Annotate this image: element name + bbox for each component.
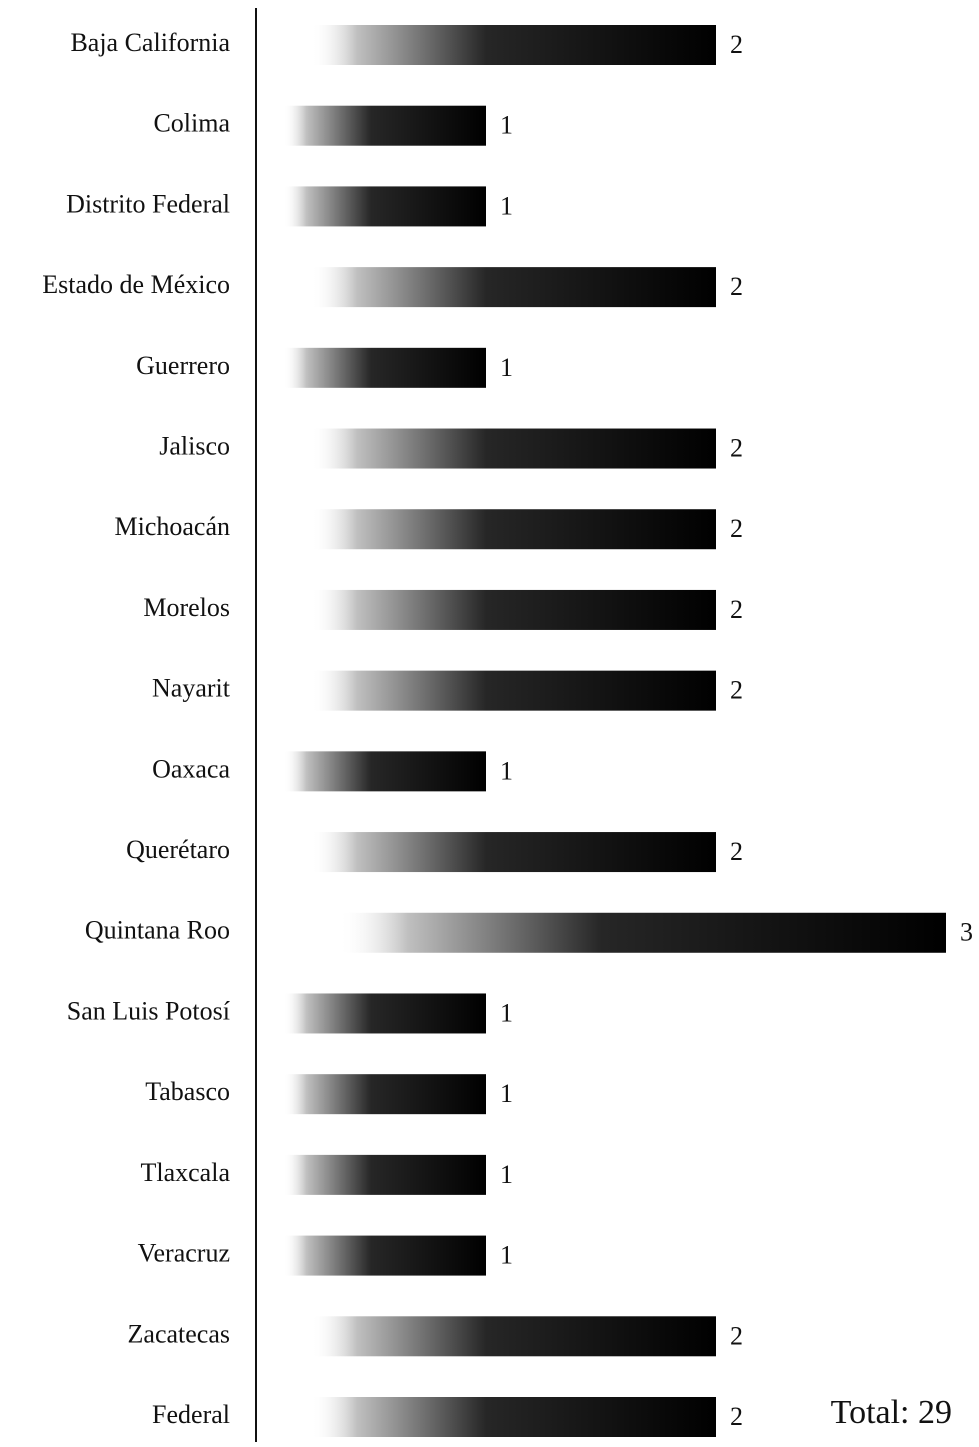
category-label: Federal <box>152 1400 230 1429</box>
bar <box>256 25 716 65</box>
value-label: 1 <box>500 756 513 785</box>
category-label: Nayarit <box>152 674 231 703</box>
category-label: Estado de México <box>42 270 230 299</box>
value-label: 2 <box>730 1402 743 1431</box>
value-label: 1 <box>500 1079 513 1108</box>
value-label: 2 <box>730 1321 743 1350</box>
value-label: 2 <box>730 433 743 462</box>
category-label: Colima <box>153 109 230 138</box>
value-label: 1 <box>500 998 513 1027</box>
bar <box>256 1074 486 1115</box>
category-label: Querétaro <box>126 835 230 864</box>
value-label: 2 <box>730 30 743 59</box>
value-label: 2 <box>730 837 743 866</box>
value-label: 2 <box>730 272 743 301</box>
category-label: Guerrero <box>136 351 230 380</box>
bar <box>256 347 486 388</box>
bar <box>256 267 716 308</box>
category-label: Oaxaca <box>152 754 230 783</box>
value-label: 1 <box>500 191 513 220</box>
bar <box>256 509 716 550</box>
value-label: 2 <box>730 676 743 705</box>
value-label: 1 <box>500 1241 513 1270</box>
bar <box>256 912 946 953</box>
bar <box>256 589 716 630</box>
category-label: Tabasco <box>145 1077 230 1106</box>
bar <box>256 1316 716 1357</box>
category-label: Veracruz <box>138 1239 230 1268</box>
value-label: 1 <box>500 111 513 140</box>
category-label: Jalisco <box>159 431 230 460</box>
category-label: Michoacán <box>114 512 230 541</box>
bar <box>256 186 486 227</box>
total-annotation: Total: 29 <box>831 1394 952 1431</box>
value-label: 1 <box>500 1160 513 1189</box>
bar <box>256 1154 486 1195</box>
bar <box>256 751 486 792</box>
bar <box>256 1235 486 1276</box>
bar <box>256 832 716 873</box>
category-label: Morelos <box>143 593 230 622</box>
category-label: Distrito Federal <box>66 189 230 218</box>
bar <box>256 670 716 711</box>
bar <box>256 1397 716 1437</box>
category-label: Quintana Roo <box>85 916 230 945</box>
category-label: Baja California <box>70 28 230 57</box>
category-label: San Luis Potosí <box>67 996 230 1025</box>
bar <box>256 993 486 1034</box>
bar <box>256 105 486 146</box>
value-label: 2 <box>730 514 743 543</box>
value-label: 3 <box>960 918 973 947</box>
value-label: 2 <box>730 595 743 624</box>
category-label: Tlaxcala <box>141 1158 231 1187</box>
bar <box>256 428 716 469</box>
category-label: Zacatecas <box>128 1319 230 1348</box>
value-label: 1 <box>500 353 513 382</box>
